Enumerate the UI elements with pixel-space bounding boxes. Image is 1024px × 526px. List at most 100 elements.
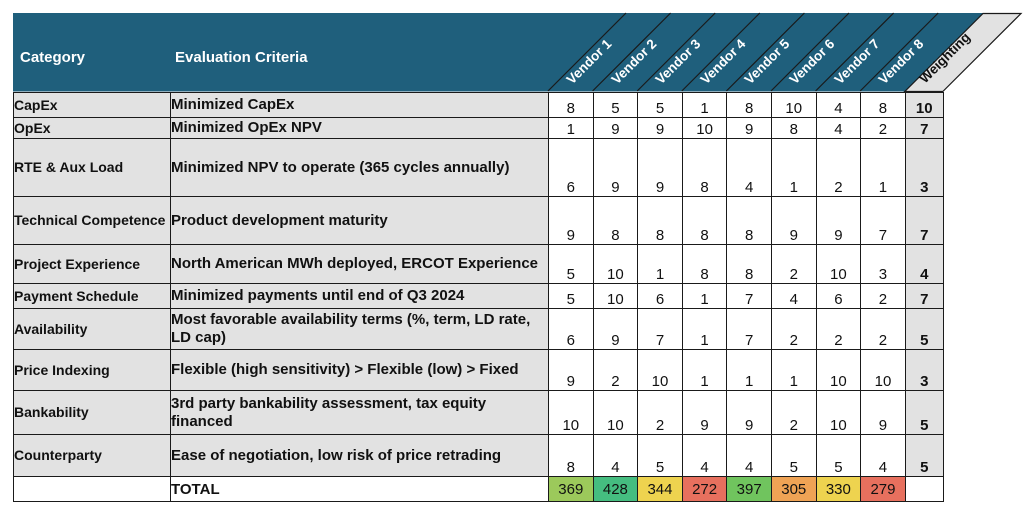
criteria-cell[interactable]: Minimized payments until end of Q3 2024 [170, 283, 549, 309]
weighting-cell[interactable]: 3 [904, 349, 944, 391]
score-cell[interactable]: 1 [770, 138, 817, 197]
category-cell[interactable]: Payment Schedule [13, 283, 171, 309]
score-cell[interactable]: 7 [726, 283, 772, 309]
score-cell[interactable]: 8 [726, 196, 772, 245]
score-cell[interactable]: 1 [726, 349, 772, 391]
score-cell[interactable]: 2 [860, 117, 906, 139]
score-cell[interactable]: 8 [592, 196, 639, 245]
score-cell[interactable]: 9 [726, 390, 772, 435]
total-score-cell[interactable]: 428 [592, 476, 639, 502]
weighting-cell[interactable]: 3 [904, 138, 944, 197]
weighting-cell[interactable]: 5 [904, 434, 944, 477]
score-cell[interactable]: 7 [637, 308, 683, 350]
score-cell[interactable]: 2 [770, 390, 817, 435]
score-cell[interactable]: 10 [592, 283, 639, 309]
score-cell[interactable]: 4 [681, 434, 728, 477]
score-cell[interactable]: 2 [770, 308, 817, 350]
score-cell[interactable]: 10 [860, 349, 906, 391]
score-cell[interactable]: 10 [548, 390, 594, 435]
score-cell[interactable]: 2 [815, 308, 862, 350]
category-cell[interactable]: Technical Competence [13, 196, 171, 245]
total-label-cell[interactable]: TOTAL [170, 476, 549, 502]
score-cell[interactable]: 9 [592, 117, 639, 139]
category-cell[interactable]: Project Experience [13, 244, 171, 284]
score-cell[interactable]: 8 [681, 138, 728, 197]
score-cell[interactable]: 4 [726, 138, 772, 197]
score-cell[interactable]: 4 [815, 117, 862, 139]
score-cell[interactable]: 9 [637, 138, 683, 197]
weighting-cell[interactable]: 7 [904, 196, 944, 245]
score-cell[interactable]: 1 [637, 244, 683, 284]
score-cell[interactable]: 9 [681, 390, 728, 435]
score-cell[interactable]: 8 [770, 117, 817, 139]
criteria-cell[interactable]: Minimized CapEx [170, 92, 549, 118]
category-cell[interactable]: RTE & Aux Load [13, 138, 171, 197]
weighting-cell[interactable]: 7 [904, 117, 944, 139]
total-score-cell[interactable]: 330 [815, 476, 862, 502]
score-cell[interactable]: 10 [592, 390, 639, 435]
score-cell[interactable]: 4 [815, 92, 862, 118]
score-cell[interactable]: 10 [637, 349, 683, 391]
score-cell[interactable]: 10 [815, 244, 862, 284]
total-score-cell[interactable]: 305 [770, 476, 817, 502]
score-cell[interactable]: 5 [637, 92, 683, 118]
score-cell[interactable]: 2 [815, 138, 862, 197]
score-cell[interactable]: 6 [548, 138, 594, 197]
score-cell[interactable]: 1 [770, 349, 817, 391]
score-cell[interactable]: 2 [860, 308, 906, 350]
category-cell[interactable]: Bankability [13, 390, 171, 435]
weighting-cell[interactable]: 10 [904, 92, 944, 118]
category-cell[interactable]: Price Indexing [13, 349, 171, 391]
score-cell[interactable]: 6 [815, 283, 862, 309]
score-cell[interactable]: 9 [548, 196, 594, 245]
score-cell[interactable]: 10 [770, 92, 817, 118]
score-cell[interactable]: 5 [592, 92, 639, 118]
score-cell[interactable]: 9 [592, 308, 639, 350]
criteria-cell[interactable]: Product development maturity [170, 196, 549, 245]
score-cell[interactable]: 3 [860, 244, 906, 284]
score-cell[interactable]: 9 [815, 196, 862, 245]
weighting-header-cell[interactable] [903, 12, 1023, 92]
score-cell[interactable]: 6 [637, 283, 683, 309]
total-score-cell[interactable]: 279 [860, 476, 906, 502]
score-cell[interactable]: 8 [681, 244, 728, 284]
score-cell[interactable]: 7 [860, 196, 906, 245]
criteria-cell[interactable]: North American MWh deployed, ERCOT Exper… [170, 244, 549, 284]
score-cell[interactable]: 9 [592, 138, 639, 197]
category-column-header[interactable]: Category [20, 49, 86, 66]
category-cell[interactable]: Availability [13, 308, 171, 350]
score-cell[interactable]: 8 [726, 92, 772, 118]
score-cell[interactable]: 8 [548, 92, 594, 118]
score-cell[interactable]: 4 [592, 434, 639, 477]
score-cell[interactable]: 1 [681, 349, 728, 391]
score-cell[interactable]: 5 [815, 434, 862, 477]
score-cell[interactable]: 8 [681, 196, 728, 245]
criteria-cell[interactable]: Minimized OpEx NPV [170, 117, 549, 139]
total-score-cell[interactable]: 369 [548, 476, 594, 502]
score-cell[interactable]: 5 [548, 283, 594, 309]
score-cell[interactable]: 1 [548, 117, 594, 139]
score-cell[interactable]: 4 [770, 283, 817, 309]
score-cell[interactable]: 10 [815, 349, 862, 391]
score-cell[interactable]: 5 [770, 434, 817, 477]
criteria-cell[interactable]: Flexible (high sensitivity) > Flexible (… [170, 349, 549, 391]
score-cell[interactable]: 9 [860, 390, 906, 435]
score-cell[interactable]: 9 [637, 117, 683, 139]
criteria-cell[interactable]: Minimized NPV to operate (365 cycles ann… [170, 138, 549, 197]
total-score-cell[interactable]: 272 [681, 476, 728, 502]
score-cell[interactable]: 1 [681, 92, 728, 118]
score-cell[interactable]: 10 [815, 390, 862, 435]
score-cell[interactable]: 10 [592, 244, 639, 284]
score-cell[interactable]: 4 [726, 434, 772, 477]
category-cell[interactable]: CapEx [13, 92, 171, 118]
score-cell[interactable]: 2 [860, 283, 906, 309]
score-cell[interactable]: 2 [637, 390, 683, 435]
score-cell[interactable]: 1 [860, 138, 906, 197]
score-cell[interactable]: 9 [548, 349, 594, 391]
category-cell[interactable]: Counterparty [13, 434, 171, 477]
score-cell[interactable]: 1 [681, 308, 728, 350]
score-cell[interactable]: 9 [726, 117, 772, 139]
score-cell[interactable]: 5 [637, 434, 683, 477]
weighting-cell[interactable]: 5 [904, 308, 944, 350]
score-cell[interactable]: 4 [860, 434, 906, 477]
